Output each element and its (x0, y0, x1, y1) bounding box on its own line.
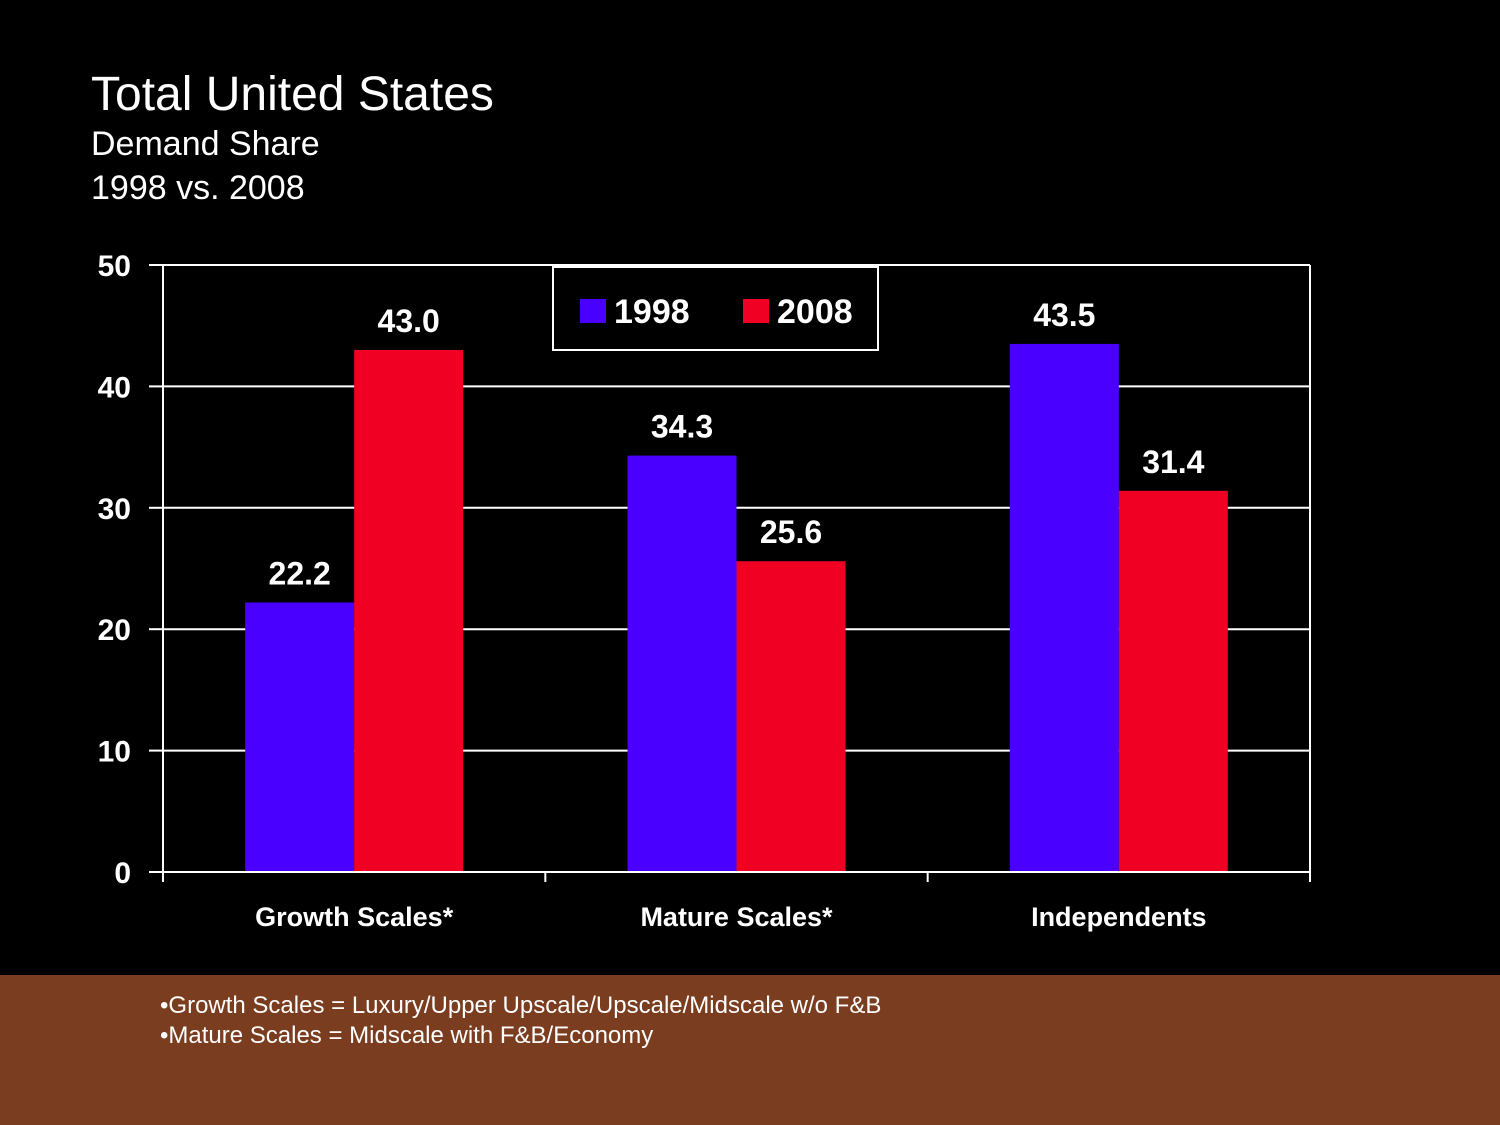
bar-2008 (1118, 490, 1228, 872)
slide-date-range: 1998 vs. 2008 (91, 169, 305, 207)
legend-swatch-2008 (743, 299, 769, 323)
slide-title: Total United States (91, 68, 494, 121)
data-label: 34.3 (651, 409, 713, 445)
footnote-growth-scales: •Growth Scales = Luxury/Upper Upscale/Up… (160, 992, 882, 1019)
bar-1998 (245, 602, 355, 872)
footnote-mature-scales: •Mature Scales = Midscale with F&B/Econo… (160, 1022, 654, 1049)
data-label: 31.4 (1142, 444, 1204, 480)
y-tick-label: 50 (98, 250, 131, 283)
legend-label-2008: 2008 (777, 293, 853, 331)
slide-subtitle: Demand Share (91, 125, 320, 163)
y-tick-label: 20 (98, 614, 131, 647)
data-label: 43.0 (378, 303, 440, 339)
bar-2008 (354, 349, 464, 873)
bar-2008 (736, 561, 846, 872)
bar-chart: 0 10 20 30 40 50 22.2 43.0 Growth Scales* 34.3 25.… (98, 250, 1311, 932)
bar-1998 (627, 455, 737, 872)
y-tick-label: 10 (98, 736, 131, 769)
footnotes: •Growth Scales = Luxury/Upper Upscale/Up… (160, 991, 881, 1051)
legend-box (552, 266, 879, 351)
data-label: 22.2 (269, 555, 331, 591)
legend-label-1998: 1998 (614, 293, 690, 331)
y-tick-label: 30 (98, 493, 131, 526)
y-tick-label: 0 (114, 857, 131, 890)
data-label: 25.6 (760, 514, 822, 550)
x-category-label: Growth Scales* (255, 902, 454, 932)
x-category-label: Mature Scales* (640, 902, 833, 932)
title-block: Total United States Demand Share 1998 vs… (91, 68, 494, 210)
legend-swatch-1998 (580, 299, 606, 323)
footer-band: •Growth Scales = Luxury/Upper Upscale/Up… (0, 975, 1500, 1125)
x-category-label: Independents (1031, 902, 1207, 932)
y-tick-label: 40 (98, 371, 131, 404)
data-label: 43.5 (1033, 297, 1095, 333)
bar-1998 (1009, 343, 1119, 872)
